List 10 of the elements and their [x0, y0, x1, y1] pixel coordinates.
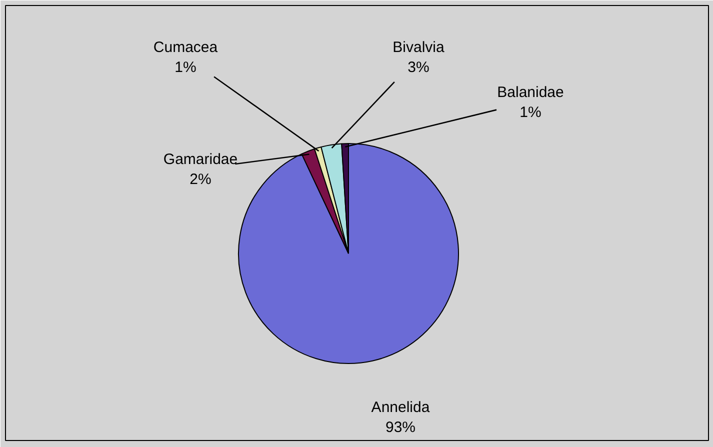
data-label: 3%	[408, 59, 430, 76]
data-label: 93%	[385, 419, 416, 436]
data-label: 1%	[520, 104, 542, 121]
slice-label: Gamaridae	[163, 151, 238, 168]
slice-label: Bivalvia	[392, 39, 445, 56]
data-label: 1%	[174, 59, 196, 76]
slice-label: Balanidae	[497, 84, 564, 101]
slice-label: Cumacea	[153, 39, 218, 56]
slice-label: Annelida	[371, 399, 430, 416]
data-label: 2%	[190, 171, 212, 188]
